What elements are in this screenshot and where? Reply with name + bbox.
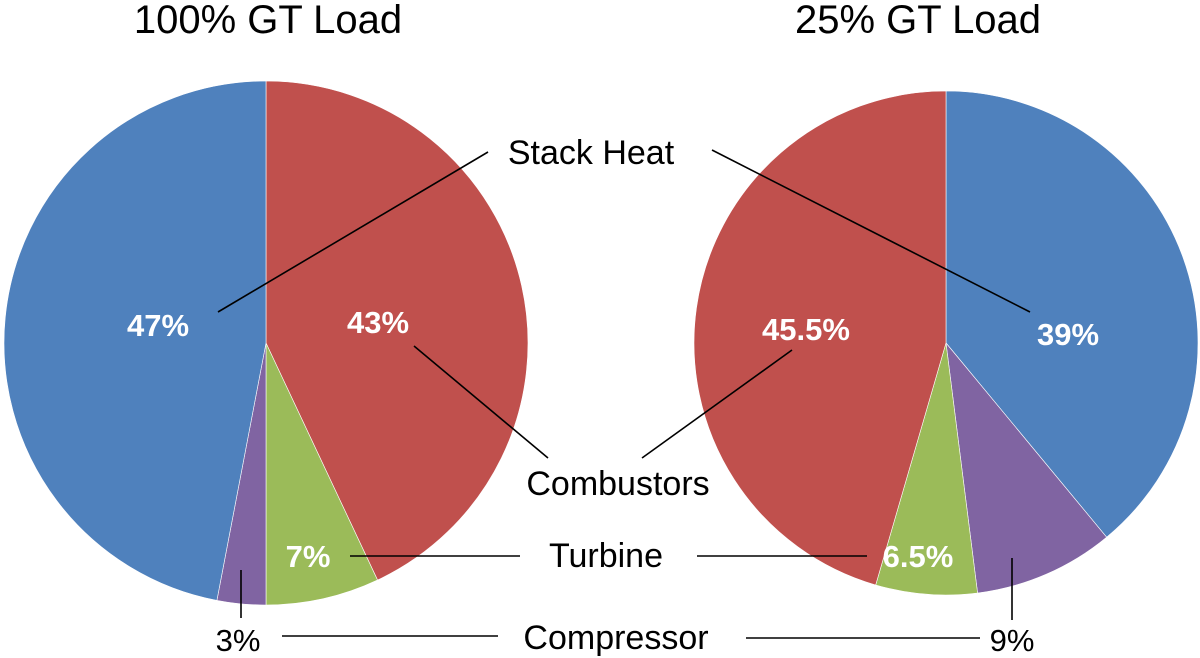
data-label-turbine-25: 6.5%	[883, 539, 954, 574]
category-label-stack-heat: Stack Heat	[508, 134, 675, 172]
leader-stack-heat-right	[711, 149, 1031, 313]
pie-slice-stack-heat-100	[3, 80, 267, 601]
category-label-compressor: Compressor	[523, 619, 708, 657]
chart-title-100-load: 100% GT Load	[134, 0, 402, 42]
leader-stack-heat-left	[217, 151, 489, 313]
data-label-stack-heat-25: 39%	[1037, 317, 1099, 352]
category-label-combustors: Combustors	[526, 465, 709, 503]
data-label-compressor-25: 9%	[990, 623, 1035, 658]
pie-slice-compressor-25	[945, 342, 1108, 594]
leader-lines	[217, 149, 1031, 639]
data-label-combustors-25: 45.5%	[762, 312, 850, 347]
pie-slice-combustors-100	[265, 80, 529, 581]
leader-combustors-left	[413, 345, 549, 459]
data-label-stack-heat-100: 47%	[127, 308, 189, 343]
pie-slice-turbine-100	[265, 342, 378, 606]
pie-slice-combustors-25	[693, 90, 947, 586]
leader-combustors-right	[641, 349, 793, 459]
pie-100-load	[3, 80, 529, 606]
pie-25-load	[693, 90, 1199, 596]
category-label-turbine: Turbine	[549, 537, 663, 575]
data-label-compressor-100: 3%	[216, 623, 261, 658]
chart-title-25-load: 25% GT Load	[795, 0, 1041, 42]
pie-slice-stack-heat-25	[945, 90, 1199, 538]
data-label-combustors-100: 43%	[347, 305, 409, 340]
data-label-turbine-100: 7%	[286, 539, 331, 574]
